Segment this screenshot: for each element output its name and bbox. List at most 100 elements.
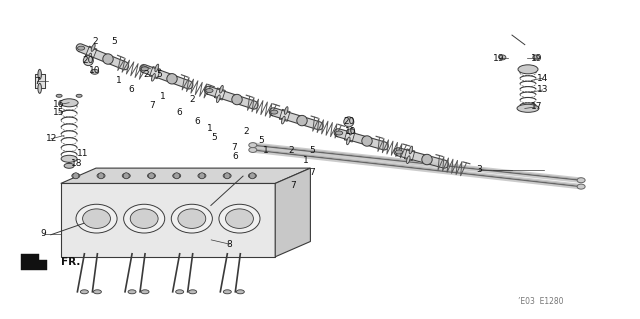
Ellipse shape bbox=[577, 184, 585, 189]
Ellipse shape bbox=[77, 46, 84, 50]
Text: 2: 2 bbox=[92, 37, 97, 46]
Ellipse shape bbox=[147, 173, 156, 178]
Ellipse shape bbox=[249, 143, 257, 148]
Ellipse shape bbox=[284, 107, 288, 115]
Circle shape bbox=[224, 173, 230, 179]
Ellipse shape bbox=[81, 290, 88, 294]
Ellipse shape bbox=[189, 290, 196, 294]
Text: 20: 20 bbox=[343, 117, 355, 126]
Ellipse shape bbox=[92, 44, 95, 51]
Ellipse shape bbox=[38, 83, 42, 93]
Ellipse shape bbox=[128, 290, 136, 294]
Ellipse shape bbox=[61, 155, 77, 162]
Text: 6: 6 bbox=[233, 152, 238, 161]
Circle shape bbox=[73, 173, 79, 179]
Ellipse shape bbox=[88, 53, 92, 61]
Circle shape bbox=[422, 154, 432, 165]
Ellipse shape bbox=[249, 147, 257, 152]
Ellipse shape bbox=[141, 290, 149, 294]
Text: 14: 14 bbox=[537, 74, 548, 83]
Text: 19: 19 bbox=[493, 54, 505, 63]
Text: 5: 5 bbox=[111, 37, 116, 46]
Ellipse shape bbox=[223, 290, 231, 294]
Circle shape bbox=[98, 173, 104, 179]
Text: 10: 10 bbox=[89, 66, 100, 75]
Ellipse shape bbox=[56, 94, 62, 97]
Ellipse shape bbox=[130, 209, 158, 228]
Ellipse shape bbox=[349, 127, 353, 135]
Ellipse shape bbox=[38, 69, 42, 79]
Text: 10: 10 bbox=[345, 127, 356, 136]
Ellipse shape bbox=[216, 95, 220, 102]
Ellipse shape bbox=[219, 204, 260, 233]
Ellipse shape bbox=[577, 178, 585, 183]
Ellipse shape bbox=[406, 156, 410, 164]
Circle shape bbox=[103, 54, 113, 64]
Text: 13: 13 bbox=[537, 85, 548, 94]
Ellipse shape bbox=[60, 99, 78, 107]
Polygon shape bbox=[280, 109, 290, 121]
Text: 1: 1 bbox=[263, 146, 268, 155]
Circle shape bbox=[148, 173, 154, 179]
Ellipse shape bbox=[517, 104, 539, 112]
Ellipse shape bbox=[409, 146, 413, 154]
Ellipse shape bbox=[225, 209, 253, 228]
Ellipse shape bbox=[178, 209, 206, 228]
Text: 7: 7 bbox=[291, 181, 296, 190]
Text: 6: 6 bbox=[129, 85, 134, 94]
Text: 6: 6 bbox=[177, 108, 182, 117]
Ellipse shape bbox=[173, 173, 180, 178]
Circle shape bbox=[167, 74, 177, 84]
Text: 1: 1 bbox=[303, 156, 308, 165]
Polygon shape bbox=[269, 108, 323, 130]
Polygon shape bbox=[404, 149, 415, 161]
Text: 9: 9 bbox=[41, 229, 46, 238]
Ellipse shape bbox=[271, 110, 278, 114]
Text: ’E03  E1280: ’E03 E1280 bbox=[518, 297, 564, 306]
Ellipse shape bbox=[76, 94, 82, 97]
Text: 12: 12 bbox=[45, 134, 57, 143]
Text: FR.: FR. bbox=[61, 257, 81, 267]
Text: 2: 2 bbox=[189, 95, 195, 104]
Ellipse shape bbox=[175, 290, 184, 294]
Ellipse shape bbox=[347, 137, 350, 145]
Ellipse shape bbox=[518, 65, 538, 74]
Circle shape bbox=[344, 117, 354, 127]
Circle shape bbox=[297, 115, 307, 126]
Text: 6: 6 bbox=[195, 117, 200, 126]
Ellipse shape bbox=[396, 150, 403, 154]
Ellipse shape bbox=[83, 209, 111, 228]
Ellipse shape bbox=[155, 64, 159, 72]
Polygon shape bbox=[214, 88, 225, 100]
Text: 2: 2 bbox=[289, 146, 294, 155]
Text: 19: 19 bbox=[531, 54, 542, 63]
Text: 5: 5 bbox=[212, 133, 217, 142]
Circle shape bbox=[83, 56, 93, 66]
Ellipse shape bbox=[72, 173, 80, 178]
Polygon shape bbox=[21, 254, 47, 270]
Text: 3: 3 bbox=[476, 165, 481, 174]
Ellipse shape bbox=[122, 173, 131, 178]
Ellipse shape bbox=[499, 55, 506, 60]
Text: 5: 5 bbox=[156, 70, 161, 78]
Text: 5: 5 bbox=[259, 137, 264, 145]
Circle shape bbox=[362, 136, 372, 146]
Ellipse shape bbox=[206, 89, 213, 93]
Circle shape bbox=[173, 173, 180, 179]
Polygon shape bbox=[334, 129, 388, 150]
Text: 1: 1 bbox=[161, 92, 166, 101]
Polygon shape bbox=[344, 130, 355, 142]
Text: 20: 20 bbox=[83, 56, 94, 65]
Text: 7: 7 bbox=[35, 77, 40, 86]
Text: 1: 1 bbox=[207, 124, 212, 133]
Text: 8: 8 bbox=[227, 240, 232, 249]
Ellipse shape bbox=[347, 129, 355, 134]
Ellipse shape bbox=[533, 55, 540, 60]
Ellipse shape bbox=[282, 116, 285, 124]
Ellipse shape bbox=[76, 204, 117, 233]
Polygon shape bbox=[86, 46, 97, 58]
Ellipse shape bbox=[97, 173, 105, 178]
Text: 2: 2 bbox=[244, 127, 249, 136]
Text: 5: 5 bbox=[310, 146, 315, 155]
Ellipse shape bbox=[220, 85, 223, 93]
